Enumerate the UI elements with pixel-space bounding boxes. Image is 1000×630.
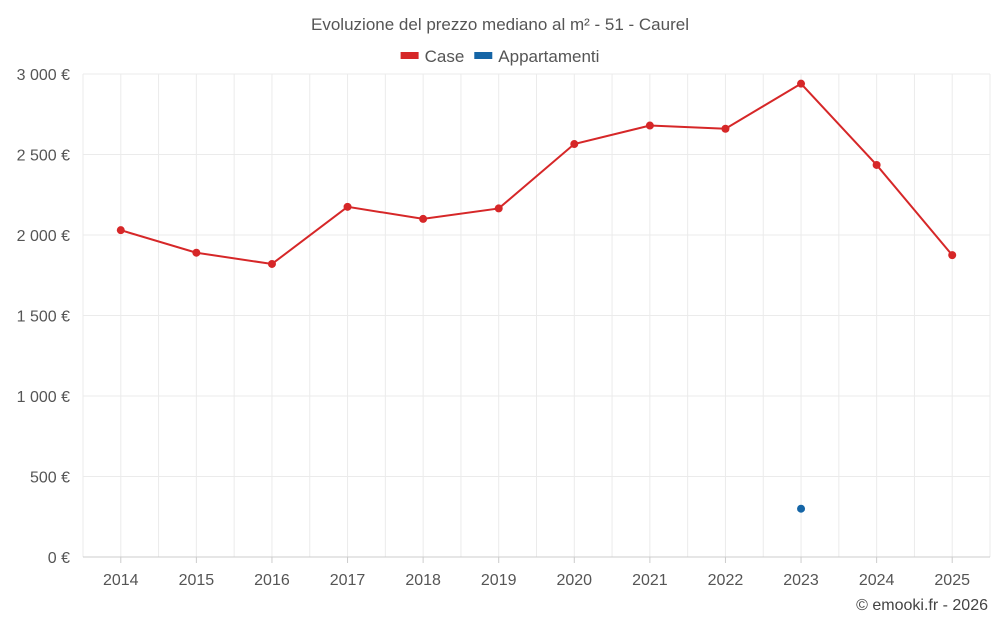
data-point-case[interactable] xyxy=(797,79,806,88)
x-tick-label: 2017 xyxy=(330,572,366,589)
legend-label: Case xyxy=(425,47,465,66)
grid xyxy=(82,73,991,558)
credit-text: © emooki.fr - 2026 xyxy=(856,597,988,614)
y-tick-label: 500 € xyxy=(30,470,70,487)
legend-swatch xyxy=(400,52,419,59)
data-point-case[interactable] xyxy=(872,160,881,169)
data-point-case[interactable] xyxy=(116,226,125,235)
data-point-case[interactable] xyxy=(419,214,428,223)
legend[interactable]: Case Appartamenti xyxy=(400,47,600,66)
data-point-case[interactable] xyxy=(948,251,957,260)
chart-title: Evoluzione del prezzo mediano al m² - 51… xyxy=(311,15,689,34)
data-point-case[interactable] xyxy=(645,121,654,130)
data-point-case[interactable] xyxy=(192,248,201,257)
x-tick-label: 2016 xyxy=(254,572,290,589)
x-tick-label: 2015 xyxy=(179,572,215,589)
x-tick-label: 2024 xyxy=(859,572,895,589)
y-tick-label: 1 500 € xyxy=(17,309,70,326)
series-line-case xyxy=(120,82,953,266)
x-tick-label: 2018 xyxy=(405,572,441,589)
legend-item-appartamenti[interactable]: Appartamenti xyxy=(474,47,599,66)
legend-label: Appartamenti xyxy=(498,47,599,66)
x-tick-label: 2019 xyxy=(481,572,517,589)
x-tick-label: 2025 xyxy=(934,572,970,589)
data-point-case[interactable] xyxy=(721,124,730,133)
data-point-case[interactable] xyxy=(267,259,276,268)
x-tick-label: 2014 xyxy=(103,572,139,589)
y-tick-label: 2 500 € xyxy=(17,148,70,165)
y-tick-label: 1 000 € xyxy=(17,389,70,406)
y-tick-label: 3 000 € xyxy=(17,67,70,84)
data-point-appartamenti[interactable] xyxy=(797,504,806,513)
x-tick-label: 2021 xyxy=(632,572,668,589)
data-point-case[interactable] xyxy=(570,140,579,149)
legend-item-case[interactable]: Case xyxy=(400,47,465,66)
x-tick-label: 2022 xyxy=(708,572,744,589)
legend-swatch xyxy=(474,52,493,59)
data-point-case[interactable] xyxy=(494,204,503,213)
y-tick-label: 0 € xyxy=(48,550,70,567)
x-tick-label: 2020 xyxy=(556,572,592,589)
data-point-case[interactable] xyxy=(343,202,352,211)
y-axis: 0 € 500 € 1 000 € 1 500 € 2 000 € 2 500 € 3 00… xyxy=(17,67,70,567)
x-axis: 2014 2015 2016 2017 2018 2019 2020 2021 2022 2023… xyxy=(103,557,970,589)
x-tick-label: 2023 xyxy=(783,572,819,589)
series-layer xyxy=(116,79,957,513)
y-tick-label: 2 000 € xyxy=(17,228,70,245)
